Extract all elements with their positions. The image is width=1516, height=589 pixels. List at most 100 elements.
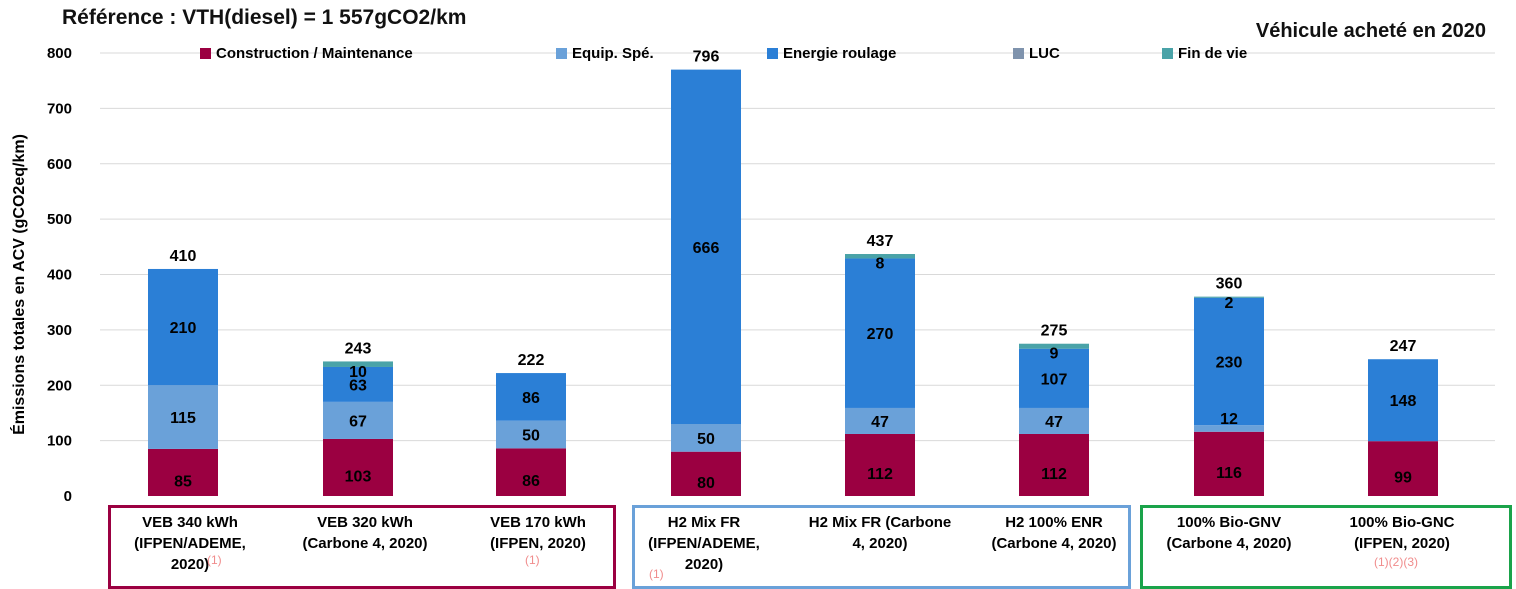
data-label-equip: 47	[1045, 414, 1063, 431]
bar-segment-energie	[1019, 348, 1089, 408]
y-axis-label: Émissions totales en ACV (gCO2eq/km)	[9, 134, 28, 435]
category-line: (IFPEN, 2020)	[1354, 535, 1450, 552]
category-line: VEB 170 kWh	[490, 514, 586, 531]
category-line: 2020)	[170, 556, 210, 573]
data-label-fin: 8	[876, 255, 885, 272]
data-label-energie: 270	[867, 326, 894, 343]
data-label-energie: 63	[349, 377, 367, 394]
y-tick-label: 600	[47, 156, 72, 173]
bar-segment-construction	[496, 448, 566, 496]
data-label-construction: 80	[697, 475, 715, 492]
data-label-construction: 85	[174, 473, 192, 490]
category-line: (Carbone 4, 2020)	[991, 535, 1117, 552]
category-line: VEB 340 kWh	[142, 514, 238, 531]
bar-segment-equip	[323, 401, 393, 439]
legend-swatch-equip	[556, 48, 567, 59]
bar-segment-construction	[148, 448, 218, 496]
legend-item-energie: Energie roulage	[767, 45, 896, 62]
bar-segment-energie	[148, 268, 218, 386]
vehicle-year-title: Véhicule acheté en 2020	[1255, 20, 1486, 42]
bar-segment-fin	[1194, 296, 1264, 298]
category-line: (IFPEN, 2020)	[490, 535, 586, 552]
bar-segment-equip	[148, 385, 218, 449]
y-tick-label: 200	[47, 377, 72, 394]
reference-title: Référence : VTH(diesel) = 1 557gCO2/km	[62, 6, 467, 29]
bar-segment-energie	[323, 366, 393, 402]
data-label-energie: 666	[693, 240, 720, 257]
data-label-energie: 210	[170, 320, 197, 337]
bar-segment-construction	[671, 451, 741, 496]
y-tick-label: 400	[47, 267, 72, 284]
data-label-energie: 230	[1216, 354, 1243, 371]
legend-item-luc: LUC	[1013, 45, 1060, 62]
total-label: 243	[345, 340, 372, 357]
bar-segment-energie	[845, 258, 915, 408]
bar-segment-energie	[671, 69, 741, 425]
data-label-energie: 107	[1041, 371, 1068, 388]
bar-segment-equip	[671, 424, 741, 452]
bar-segment-construction	[1194, 431, 1264, 496]
category-line: (IFPEN/ADEME,	[134, 535, 246, 552]
category-label-veb-170: VEB 170 kWh (IFPEN, 2020)	[454, 512, 622, 554]
category-line: 2020)	[684, 556, 724, 573]
total-label: 360	[1216, 276, 1243, 293]
bar-segment-equip	[1194, 425, 1264, 432]
data-label-equip: 12	[1220, 411, 1238, 428]
total-label: 796	[693, 49, 720, 66]
y-tick-label: 300	[47, 322, 72, 339]
category-note: (1)(2)(3)	[1374, 555, 1418, 569]
data-label-fin: 10	[349, 364, 367, 381]
legend-swatch-luc	[1013, 48, 1024, 59]
category-label-h2-mix-carbone: H2 Mix FR (Carbone 4, 2020)	[796, 512, 964, 554]
data-label-equip: 47	[871, 414, 889, 431]
data-label-construction: 86	[522, 473, 540, 490]
y-tick-label: 500	[47, 211, 72, 228]
total-label: 437	[867, 233, 894, 250]
data-label-equip: 115	[170, 410, 196, 427]
bar-segment-fin	[323, 361, 393, 367]
data-label-energie: 86	[522, 390, 540, 407]
legend-item-construction: Construction / Maintenance	[200, 45, 413, 62]
legend-label: Energie roulage	[783, 45, 897, 62]
legend-label: Fin de vie	[1178, 45, 1248, 62]
category-note: (1)	[207, 553, 222, 567]
legend-swatch-construction	[200, 48, 211, 59]
category-line: (Carbone 4, 2020)	[1166, 535, 1292, 552]
data-label-equip: 50	[697, 431, 715, 448]
bar-segment-energie	[1194, 297, 1264, 426]
y-tick-label: 800	[47, 45, 72, 62]
legend-swatch-fin	[1162, 48, 1173, 59]
category-line: H2 100% ENR	[1005, 514, 1103, 531]
category-line: (IFPEN/ADEME,	[648, 535, 760, 552]
category-line: 4, 2020)	[852, 535, 908, 552]
category-label-bio-gnc: 100% Bio-GNC (IFPEN, 2020)	[1318, 512, 1486, 554]
total-label: 275	[1041, 323, 1068, 340]
legend-label: Construction / Maintenance	[216, 45, 413, 62]
category-line: (Carbone 4, 2020)	[302, 535, 428, 552]
legend-item-fin: Fin de vie	[1162, 45, 1247, 62]
bar-segment-fin	[845, 254, 915, 259]
bar-segment-equip	[845, 407, 915, 434]
data-label-energie: 148	[1390, 393, 1417, 410]
data-label-construction: 103	[345, 468, 372, 485]
data-label-construction: 99	[1394, 470, 1412, 487]
data-label-construction: 112	[1041, 466, 1067, 483]
category-line: VEB 320 kWh	[317, 514, 413, 531]
legend-label: Equip. Spé.	[572, 45, 654, 62]
category-label-bio-gnv: 100% Bio-GNV (Carbone 4, 2020)	[1145, 512, 1313, 554]
category-line: H2 Mix FR	[667, 514, 741, 531]
category-line: 100% Bio-GNV	[1176, 514, 1282, 531]
bar-segment-construction	[1019, 433, 1089, 496]
bar-segment-equip	[1019, 407, 1089, 434]
category-note: (1)	[525, 553, 540, 567]
bar-segment-construction	[1368, 441, 1438, 496]
category-line: H2 Mix FR (Carbone	[808, 514, 952, 531]
bar-segment-equip	[496, 420, 566, 449]
data-label-fin: 2	[1225, 295, 1234, 312]
data-label-construction: 116	[1216, 465, 1242, 482]
total-label: 247	[1390, 338, 1417, 355]
data-label-fin: 9	[1050, 346, 1059, 363]
y-tick-label: 100	[47, 433, 72, 450]
y-tick-label: 0	[64, 488, 72, 505]
legend-label: LUC	[1029, 45, 1060, 62]
